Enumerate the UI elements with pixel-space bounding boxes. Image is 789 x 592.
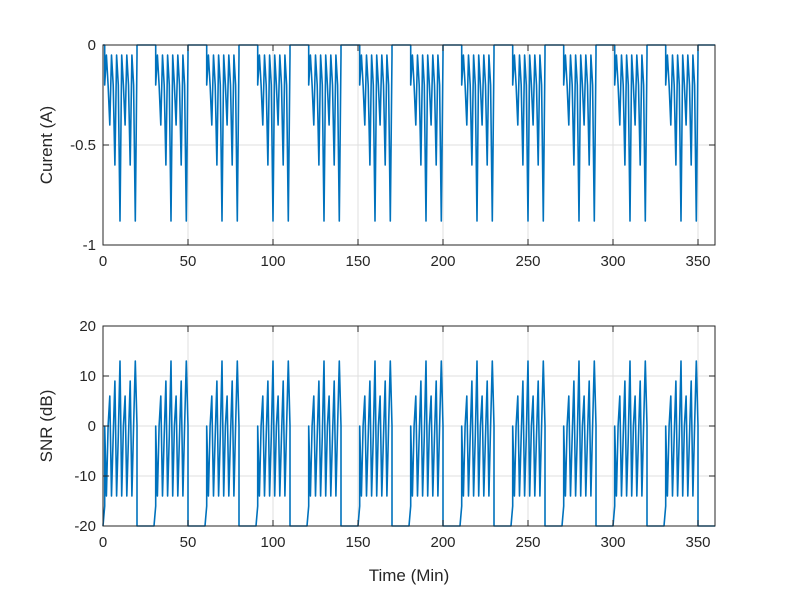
x-tick-label: 50 [180, 253, 197, 270]
y-tick-label: -20 [74, 518, 96, 535]
current-y-ticks: -1 -0.5 0 [70, 37, 715, 254]
x-tick-label: 150 [345, 534, 370, 551]
y-tick-label: 10 [79, 368, 96, 385]
y-tick-label: -1 [83, 237, 96, 254]
x-tick-label: 0 [99, 534, 107, 551]
x-tick-label: 200 [430, 534, 455, 551]
y-tick-label: 20 [79, 318, 96, 335]
snr-y-ticks: -20 -10 0 10 20 [74, 318, 715, 535]
time-x-axis-label: Time (Min) [369, 566, 450, 585]
x-tick-label: 350 [685, 253, 710, 270]
y-tick-label: 0 [88, 37, 96, 54]
x-tick-label: 350 [685, 534, 710, 551]
y-tick-label: -0.5 [70, 137, 96, 154]
snr-plot: 0 50 100 150 200 250 300 350 -20 -10 0 10 20 SNR (d… [37, 318, 716, 585]
x-tick-label: 200 [430, 253, 455, 270]
x-tick-label: 250 [515, 253, 540, 270]
snr-y-axis-label: SNR (dB) [37, 390, 56, 463]
x-tick-label: 300 [600, 253, 625, 270]
x-tick-label: 50 [180, 534, 197, 551]
y-tick-label: -10 [74, 468, 96, 485]
current-plot: 0 50 100 150 200 250 300 350 -1 -0.5 0 Curent (A) [37, 37, 716, 270]
current-x-ticks: 0 50 100 150 200 250 300 350 [99, 45, 711, 270]
x-tick-label: 100 [260, 534, 285, 551]
x-tick-label: 0 [99, 253, 107, 270]
current-y-axis-label: Curent (A) [37, 106, 56, 184]
y-tick-label: 0 [88, 418, 96, 435]
x-tick-label: 300 [600, 534, 625, 551]
snr-x-ticks: 0 50 100 150 200 250 300 350 [99, 326, 711, 551]
x-tick-label: 150 [345, 253, 370, 270]
x-tick-label: 100 [260, 253, 285, 270]
x-tick-label: 250 [515, 534, 540, 551]
